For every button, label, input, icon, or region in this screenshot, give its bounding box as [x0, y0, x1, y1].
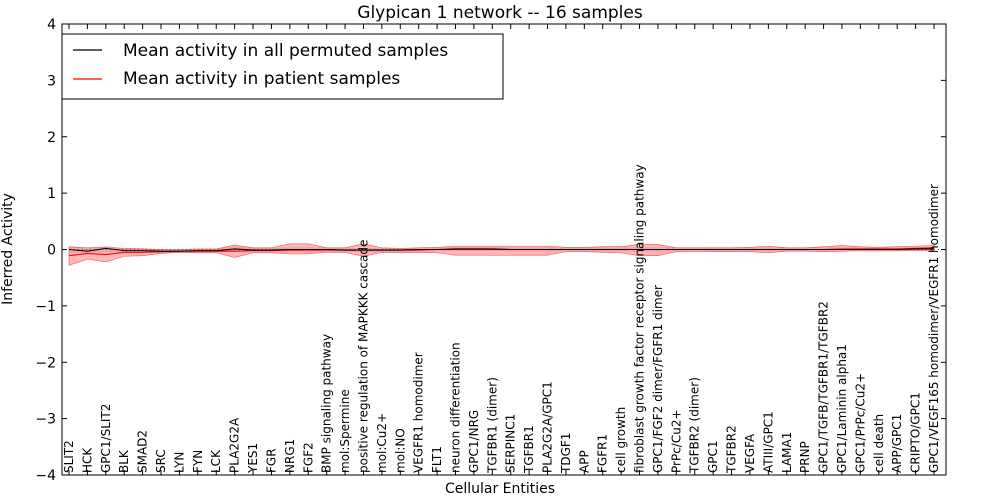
x-tick-label: VEGFR1 homodimer	[412, 352, 426, 473]
x-tick-label: GPC1	[706, 440, 720, 473]
x-tick-label: GPC1/PrPc/Cu2+	[853, 373, 867, 473]
y-tick-label: 3	[47, 73, 56, 89]
x-tick-label: FGFR1	[596, 434, 610, 473]
x-tick-label: NRG1	[283, 439, 297, 473]
x-tick-label: LYN	[172, 452, 186, 473]
y-tick-label: −4	[35, 468, 56, 484]
x-tick-label: GPC1/SLIT2	[99, 404, 113, 473]
x-tick-label: PLA2G2A/GPC1	[541, 381, 555, 473]
x-tick-label: YES1	[246, 443, 260, 474]
chart-title: Glypican 1 network -- 16 samples	[357, 3, 643, 23]
x-tick-label: TGFBR2	[725, 425, 739, 474]
x-tick-label: SRC	[154, 449, 168, 473]
x-tick-label: TGFBR1	[522, 425, 536, 474]
x-axis-label: Cellular Entities	[445, 481, 555, 497]
x-tick-label: FLT1	[430, 446, 444, 473]
x-tick-label: APP/GPC1	[890, 414, 904, 473]
x-tick-label: GPC1/VEGF165 homodimer/VEGFR1 homodimer	[927, 184, 941, 473]
x-tick-label: SLIT2	[62, 440, 76, 473]
legend-box	[61, 33, 504, 100]
x-tick-label: FGR	[264, 448, 278, 473]
series-line-permuted	[68, 247, 934, 252]
x-tick-label: BLK	[117, 449, 131, 473]
x-tick-label: positive regulation of MAPKKK cascade	[356, 240, 370, 473]
y-tick-label: −2	[35, 355, 56, 371]
x-tick-label: mol:Spermine	[338, 389, 352, 473]
x-tick-label: PLA2G2A	[228, 417, 242, 473]
x-tick-label: LAMA1	[780, 432, 794, 473]
x-tick-label: SMAD2	[136, 430, 150, 473]
x-tick-label: HCK	[80, 447, 94, 473]
y-tick-label: 2	[47, 130, 56, 146]
x-axis: SLIT2 HCK GPC1/SLIT2 BLK SMAD2 SRC LYN FYN LCK PL…	[62, 24, 941, 475]
x-tick-label: SERPINC1	[504, 414, 518, 473]
x-tick-label: mol:NO	[393, 428, 407, 473]
y-axis-label: Inferred Activity	[0, 193, 16, 305]
y-tick-label: −1	[35, 299, 56, 315]
x-tick-label: BMP signaling pathway	[320, 334, 334, 473]
y-tick-label: 4	[47, 17, 56, 33]
legend: Mean activity in all permuted samples Me…	[61, 33, 504, 100]
x-tick-label: TGFBR1 (dimer)	[485, 377, 499, 474]
x-tick-label: mol:Cu2+	[375, 413, 389, 473]
y-tick-label: 1	[47, 186, 56, 202]
x-tick-label: FYN	[191, 450, 205, 473]
x-tick-label: PRNP	[798, 441, 812, 473]
x-tick-label: GPC1/Laminin alpha1	[835, 344, 849, 473]
x-tick-label: neuron differentiation	[448, 342, 462, 473]
series-lines	[62, 247, 946, 257]
y-tick-label: 0	[47, 243, 56, 259]
x-tick-label: TGFBR2 (dimer)	[688, 377, 702, 474]
x-tick-label: PrPc/Cu2+	[669, 409, 683, 473]
x-tick-label: ATIII/GPC1	[761, 411, 775, 473]
legend-label-patient: Mean activity in patient samples	[123, 69, 400, 89]
x-tick-label: APP	[577, 450, 591, 473]
x-tick-label: GPC1/TGFB/TGFBR1/TGFBR2	[817, 301, 831, 473]
y-axis: −4 −3 −2 −1 0 1 2 3 4	[35, 17, 946, 484]
x-tick-label: VEGFA	[743, 433, 757, 473]
y-tick-label: −3	[35, 412, 56, 428]
x-tick-label: GPC1/NRG	[467, 410, 481, 473]
x-tick-label: cell growth	[614, 407, 628, 473]
legend-label-permuted: Mean activity in all permuted samples	[123, 41, 448, 61]
x-tick-label: FGF2	[301, 442, 315, 473]
x-tick-label: CRIPTO/GPC1	[909, 392, 923, 473]
x-tick-label: fibroblast growth factor receptor signal…	[633, 164, 647, 473]
x-tick-label: TDGF1	[559, 433, 573, 474]
x-tick-label: LCK	[209, 449, 223, 473]
x-tick-label: cell death	[872, 414, 886, 473]
x-tick-label: GPC1/FGF2 dimer/FGFR1 dimer	[651, 285, 665, 473]
